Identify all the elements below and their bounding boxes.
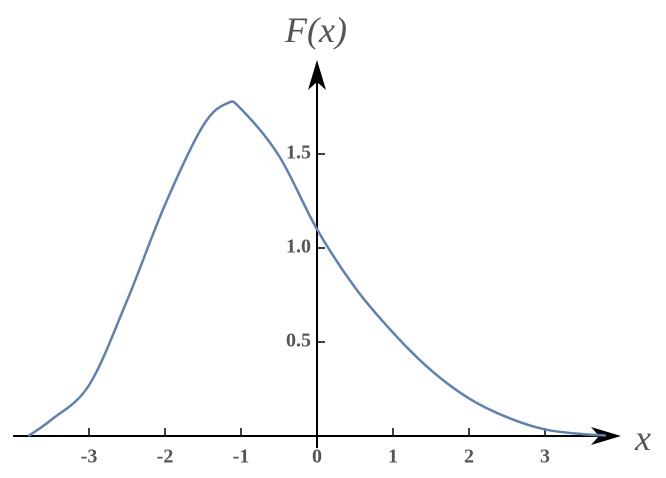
y-axis-label: F(x): [284, 10, 347, 50]
x-tick-label: 2: [464, 446, 474, 468]
x-tick-label: 3: [540, 446, 550, 468]
y-tick-label: 1.0: [286, 236, 311, 258]
y-tick-label: 1.5: [286, 142, 311, 164]
x-tick-label: -2: [157, 446, 174, 468]
y-axis-arrow: [308, 60, 326, 90]
x-tick-label: 1: [388, 446, 398, 468]
x-axis-label: x: [634, 418, 651, 458]
line: [27, 100, 606, 438]
x-tick-label: -3: [81, 446, 98, 468]
y-tick-label: 0.5: [286, 330, 311, 352]
x-tick-label: -1: [233, 446, 250, 468]
x-axis-arrow: [591, 427, 621, 445]
x-tick-label: 0: [312, 446, 322, 468]
